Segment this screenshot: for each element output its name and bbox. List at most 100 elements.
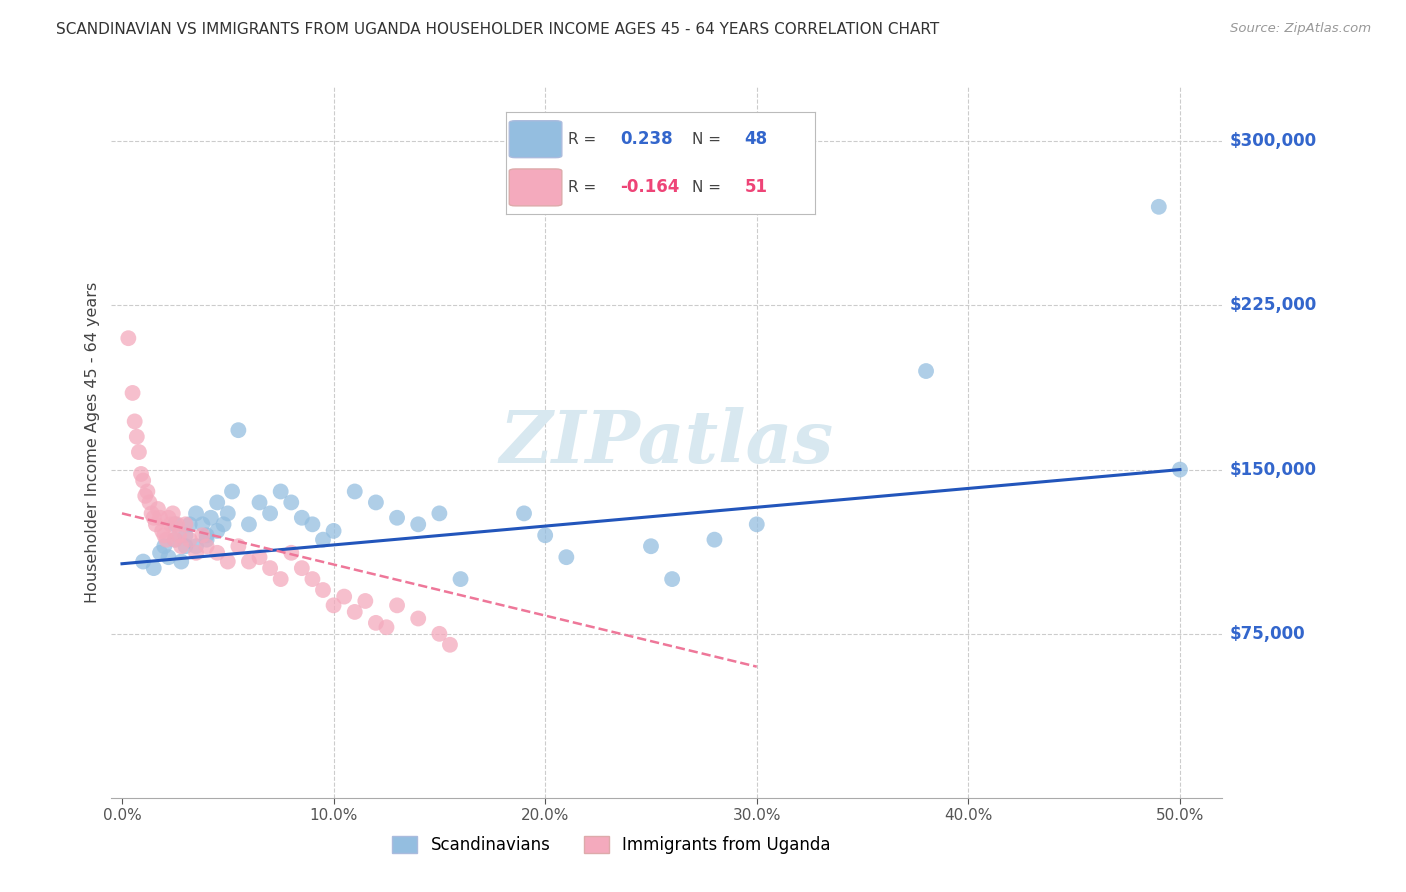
FancyBboxPatch shape <box>509 120 562 158</box>
Point <box>162 507 184 521</box>
Text: $225,000: $225,000 <box>1229 296 1316 314</box>
Point <box>149 546 172 560</box>
Text: SCANDINAVIAN VS IMMIGRANTS FROM UGANDA HOUSEHOLDER INCOME AGES 45 - 64 YEARS COR: SCANDINAVIAN VS IMMIGRANTS FROM UGANDA H… <box>56 22 939 37</box>
Point <box>179 533 201 547</box>
Text: R =: R = <box>568 132 602 146</box>
Point <box>703 533 725 547</box>
Text: ZIPatlas: ZIPatlas <box>499 407 834 478</box>
Text: Source: ZipAtlas.com: Source: ZipAtlas.com <box>1230 22 1371 36</box>
Point <box>132 474 155 488</box>
Point <box>153 539 176 553</box>
Point <box>385 599 408 613</box>
Point <box>163 517 186 532</box>
Point <box>159 517 181 532</box>
Point <box>385 510 408 524</box>
Point <box>145 517 167 532</box>
Point <box>322 599 344 613</box>
Point <box>121 386 143 401</box>
Point <box>149 510 172 524</box>
Point <box>915 364 938 378</box>
Point <box>179 517 201 532</box>
Point <box>136 484 159 499</box>
Point <box>534 528 557 542</box>
Point <box>364 615 387 630</box>
Point <box>174 539 197 553</box>
Text: $300,000: $300,000 <box>1229 132 1316 150</box>
Text: $75,000: $75,000 <box>1229 624 1305 643</box>
Point <box>249 550 271 565</box>
Point <box>191 528 214 542</box>
Point <box>167 528 190 542</box>
Point <box>312 582 335 597</box>
Point <box>221 484 243 499</box>
Point <box>184 546 207 560</box>
Text: $150,000: $150,000 <box>1229 460 1316 479</box>
Point <box>270 484 292 499</box>
Point <box>406 611 429 625</box>
Point <box>128 445 150 459</box>
Point <box>174 528 197 542</box>
Point <box>354 594 377 608</box>
Point <box>191 517 214 532</box>
Point <box>1168 462 1191 476</box>
Point <box>364 495 387 509</box>
Point <box>134 489 156 503</box>
Text: -0.164: -0.164 <box>620 178 681 196</box>
Point <box>259 507 281 521</box>
Point <box>333 590 356 604</box>
Point <box>745 517 768 532</box>
Point <box>301 517 323 532</box>
Point <box>375 620 398 634</box>
Point <box>195 533 218 547</box>
Point <box>270 572 292 586</box>
Point <box>163 533 186 547</box>
Text: N =: N = <box>692 132 725 146</box>
Point <box>205 546 228 560</box>
Point <box>142 510 165 524</box>
Point <box>205 495 228 509</box>
Point <box>200 510 222 524</box>
Text: N =: N = <box>692 180 725 195</box>
Point <box>217 555 239 569</box>
Point <box>170 539 193 553</box>
Y-axis label: Householder Income Ages 45 - 64 years: Householder Income Ages 45 - 64 years <box>86 282 100 603</box>
Legend: Scandinavians, Immigrants from Uganda: Scandinavians, Immigrants from Uganda <box>385 830 837 861</box>
Point <box>174 517 197 532</box>
Text: 0.238: 0.238 <box>620 130 673 148</box>
Point <box>141 507 163 521</box>
Point <box>142 561 165 575</box>
Point <box>124 414 146 428</box>
Point <box>429 627 451 641</box>
Point <box>280 495 302 509</box>
Point <box>555 550 578 565</box>
Point <box>153 528 176 542</box>
Point <box>259 561 281 575</box>
Point <box>439 638 461 652</box>
Point <box>301 572 323 586</box>
Point <box>343 605 366 619</box>
Point <box>157 510 180 524</box>
Point <box>513 507 536 521</box>
Point <box>195 528 218 542</box>
Point <box>291 561 314 575</box>
Point <box>238 555 260 569</box>
Point <box>640 539 662 553</box>
Point <box>212 517 235 532</box>
Point <box>249 495 271 509</box>
Point <box>129 467 152 481</box>
Point <box>170 555 193 569</box>
Point <box>138 495 160 509</box>
Point <box>1147 200 1170 214</box>
Point <box>184 507 207 521</box>
Point <box>132 555 155 569</box>
Point <box>312 533 335 547</box>
Point <box>343 484 366 499</box>
Text: 48: 48 <box>744 130 768 148</box>
Point <box>238 517 260 532</box>
Point <box>228 423 250 437</box>
Point <box>184 539 207 553</box>
Point <box>150 524 173 538</box>
Point <box>661 572 683 586</box>
Point <box>117 331 139 345</box>
Point <box>322 524 344 538</box>
